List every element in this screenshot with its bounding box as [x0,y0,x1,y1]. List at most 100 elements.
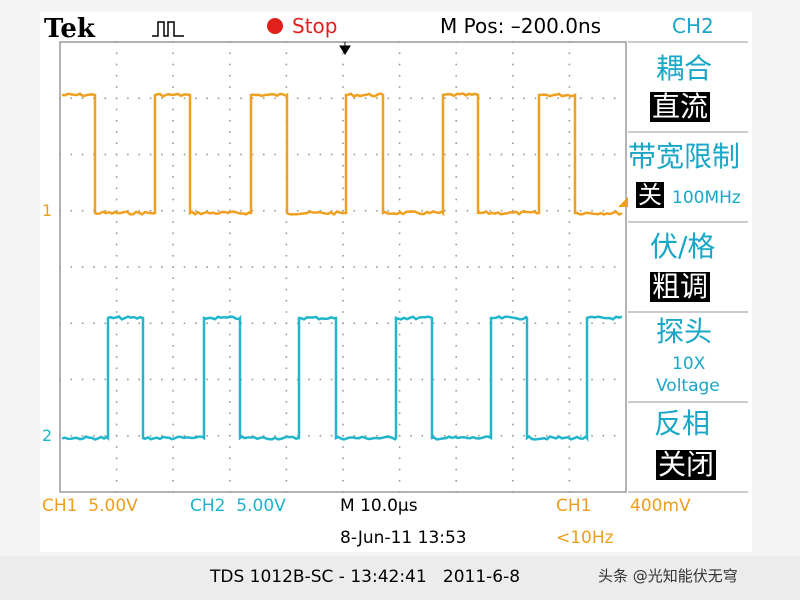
grid-dot [172,198,174,201]
grid-dot [149,434,152,437]
grid-dot [342,119,344,122]
grid-dot [534,209,537,212]
grid-dot [557,209,559,212]
grid-dot [229,333,231,336]
grid-dot [568,131,571,133]
grid-dot [410,322,412,325]
grid-dot [568,254,571,257]
grid-dot [512,63,514,66]
grid-dot [342,277,344,280]
grid-dot [251,322,254,325]
grid-dot [274,266,276,268]
grid-dot [466,97,469,100]
grid-dot [149,97,152,100]
grid-dot [138,434,141,437]
grid-dot [455,311,457,313]
grid-dot [149,266,152,268]
grid-dot [353,97,356,100]
grid-dot [421,266,424,268]
grid-dot [444,378,446,381]
grid-dot [262,153,265,156]
grid-dot [455,153,457,156]
grid-dot [217,322,220,325]
grid-dot [308,153,310,156]
grid-dot [353,434,356,437]
grid-dot [342,254,344,257]
grid-dot [342,63,344,66]
grid-dot [455,333,457,336]
grid-dot [512,41,514,43]
grid-dot [466,209,469,212]
grid-dot [59,209,61,212]
grid-dot [512,401,514,403]
grid-dot [410,266,412,268]
grid-dot [229,356,231,358]
grid-dot [398,333,401,336]
grid-dot [195,378,197,381]
grid-dot [342,52,344,55]
grid-dot [138,97,141,100]
grid-dot [229,457,231,460]
grid-dot [455,288,457,291]
grid-dot [342,86,344,88]
grid-dot [319,266,322,268]
grid-dot [579,153,582,156]
grid-dot [285,446,288,448]
grid-dot [285,254,288,257]
grid-dot [240,209,242,212]
grid-dot [262,209,265,212]
grid-dot [364,378,367,381]
grid-dot [229,153,231,156]
grid-dot [512,131,514,133]
grid-dot [229,311,231,313]
grid-dot [545,153,548,156]
grid-dot [568,401,571,403]
grid-dot [398,164,401,167]
grid-dot [206,266,208,268]
grid-dot [342,344,344,347]
grid-dot [115,299,118,302]
grid-dot [229,97,231,100]
grid-dot [398,63,401,66]
grid-dot [568,209,571,212]
grid-dot [149,378,152,381]
stop-icon [267,18,283,34]
grid-dot [512,288,514,291]
grid-dot [353,322,356,325]
ch2-scale: CH2 5.00V [190,496,286,516]
grid-dot [342,412,344,415]
grid-dot [183,153,186,156]
grid-dot [444,97,446,100]
grid-dot [115,108,118,111]
grid-dot [500,266,503,268]
grid-dot [172,389,174,392]
grid-dot [444,153,446,156]
grid-dot [455,367,457,370]
grid-dot [172,479,174,482]
grid-dot [115,243,118,246]
grid-dot [376,434,378,437]
grid-dot [229,491,231,493]
grid-dot [274,97,276,100]
date-time: 8-Jun-11 13:53 [340,528,467,548]
grid-dot [217,434,220,437]
grid-dot [455,176,457,178]
grid-dot [398,401,401,403]
grid-dot [93,322,95,325]
grid-dot [568,232,571,235]
grid-dot [172,86,174,88]
grid-dot [466,266,469,268]
grid-dot [229,288,231,291]
grid-dot [274,434,276,437]
grid-dot [568,41,571,43]
grid-dot [172,209,174,212]
grid-dot [613,322,616,325]
grid-dot [568,74,571,77]
grid-dot [512,378,514,381]
grid-dot [330,153,333,156]
grid-dot [568,457,571,460]
grid-dot [138,153,141,156]
grid-dot [455,108,457,111]
grid-dot [104,209,107,212]
grid-dot [455,221,457,223]
